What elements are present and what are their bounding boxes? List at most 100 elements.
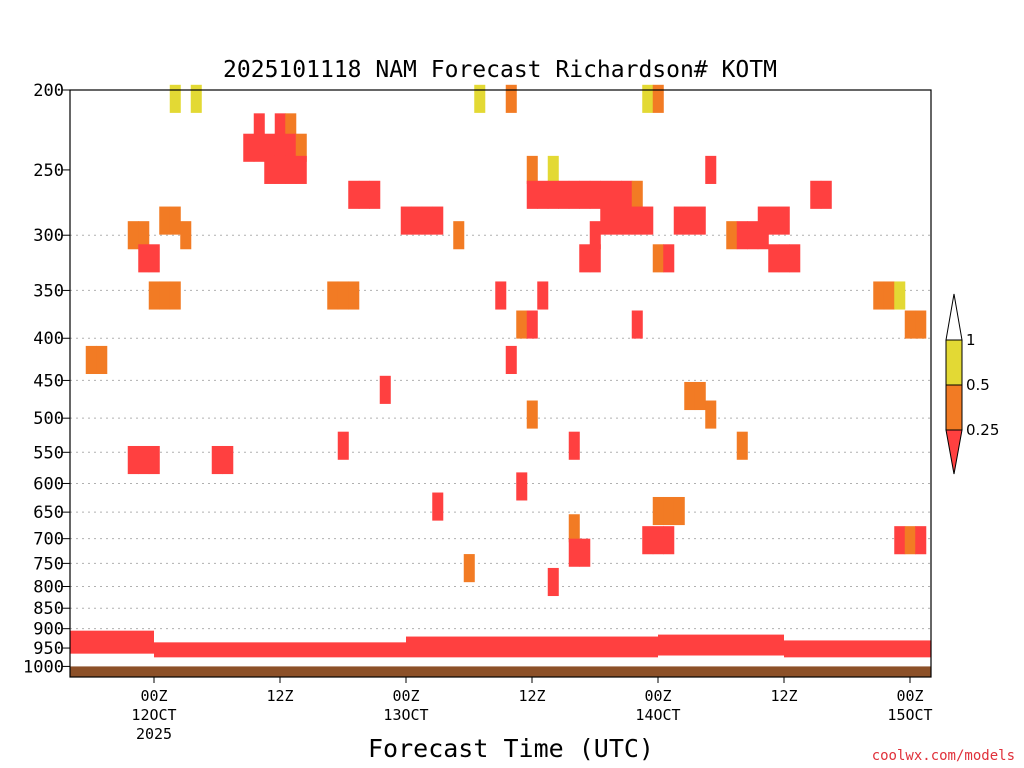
ri-cell — [568, 180, 580, 209]
ri-cell — [673, 206, 685, 235]
ri-cell — [327, 281, 339, 310]
y-tick-label: 600 — [33, 474, 64, 494]
ri-cell — [768, 244, 780, 273]
ri-cell — [253, 133, 265, 162]
ri-cell — [568, 514, 580, 543]
ri-cell — [810, 180, 822, 209]
ri-cell — [180, 221, 192, 250]
credit-text: coolwx.com/models — [872, 748, 1015, 764]
ri-cell — [694, 206, 706, 235]
ri-cell — [747, 221, 759, 250]
colorbar-tick-label: 1 — [966, 331, 976, 349]
ri-cell — [148, 244, 160, 273]
y-axis: 200 250 300 350 400 450 500 550 600 650 700 750 8008… — [23, 81, 70, 677]
ri-cell — [379, 375, 391, 404]
lowlevel-bands — [70, 630, 931, 658]
ri-cell — [138, 221, 150, 250]
ri-cell — [589, 221, 601, 250]
ri-cell — [757, 221, 769, 250]
x-tick-label: 00Z — [644, 687, 671, 705]
ri-cell — [274, 113, 286, 142]
chart-title: 2025101118 NAM Forecast Richardson# KOTM — [223, 57, 777, 83]
ri-cell — [579, 538, 591, 567]
ri-cell — [558, 180, 570, 209]
x-tick-label: 14OCT — [635, 706, 680, 724]
ri-cell — [505, 84, 517, 113]
ri-cell — [621, 180, 633, 209]
ri-cell — [904, 526, 916, 555]
x-tick-label: 12OCT — [131, 706, 176, 724]
ri-cell — [547, 567, 559, 597]
y-tick-label: 450 — [33, 371, 64, 391]
ri-cell — [736, 431, 748, 460]
ri-cell — [631, 206, 643, 235]
colorbar-tick-label: 0.25 — [966, 421, 999, 439]
ri-cell — [285, 113, 297, 142]
ri-cell — [526, 180, 538, 209]
ri-cell — [159, 281, 171, 310]
colorbar-tick-label: 0.5 — [966, 376, 990, 394]
ri-cell — [904, 310, 916, 339]
ri-band — [406, 636, 658, 658]
ri-cell — [757, 206, 769, 235]
ri-cell — [526, 310, 538, 339]
ri-cell — [663, 526, 675, 555]
ri-cell — [768, 206, 780, 235]
x-axis-label: Forecast Time (UTC) — [368, 734, 654, 763]
ri-cell — [642, 526, 654, 555]
ri-cell — [600, 206, 612, 235]
colorbar-bottom-triangle — [945, 429, 963, 475]
ri-cell — [190, 84, 202, 113]
ri-cell — [652, 526, 664, 555]
ri-cell — [694, 381, 706, 411]
ri-cell — [652, 244, 664, 273]
ri-cell — [432, 492, 444, 521]
ri-cell — [358, 180, 370, 209]
ri-cell — [169, 206, 181, 235]
ri-cell — [915, 526, 927, 555]
x-tick-label: 00Z — [140, 687, 167, 705]
ri-cell — [526, 400, 538, 429]
ri-cell — [642, 206, 654, 235]
ri-cell — [337, 431, 349, 460]
x-tick-label: 13OCT — [383, 706, 428, 724]
ri-cell — [274, 133, 286, 162]
ri-cell — [127, 221, 139, 250]
ri-cell — [432, 206, 444, 235]
ri-cell — [253, 113, 265, 142]
ri-cell — [474, 84, 486, 113]
ri-cell — [652, 84, 664, 113]
ri-cell — [883, 281, 895, 310]
ri-cell — [621, 206, 633, 235]
ri-cell — [369, 180, 381, 209]
ri-cell — [589, 244, 601, 273]
ri-cell — [778, 206, 790, 235]
ri-band — [847, 640, 931, 658]
ri-cell — [894, 281, 906, 310]
ri-cell — [705, 400, 717, 429]
ri-cell — [211, 445, 223, 475]
x-tick-label: 15OCT — [887, 706, 932, 724]
y-tick-label: 800 — [33, 577, 64, 597]
x-tick-label: 00Z — [896, 687, 923, 705]
ri-cell — [400, 206, 412, 235]
ri-cell — [138, 244, 150, 273]
ri-cell — [169, 84, 181, 113]
y-tick-label: 700 — [33, 530, 64, 550]
ri-cell — [159, 206, 171, 235]
ri-cell — [736, 221, 748, 250]
y-tick-label: 200 — [33, 81, 64, 101]
ri-cell — [337, 281, 349, 310]
ri-cell — [222, 445, 234, 475]
ri-cell — [705, 155, 717, 184]
ri-cell — [873, 281, 885, 310]
x-tick-label: 12Z — [266, 687, 293, 705]
ri-cells — [85, 84, 927, 597]
ri-cell — [264, 155, 276, 184]
ri-cell — [96, 345, 108, 375]
y-tick-label: 550 — [33, 443, 64, 463]
ri-cell — [264, 133, 276, 162]
y-tick-label: 1000 — [23, 657, 64, 677]
ri-band — [658, 634, 784, 656]
